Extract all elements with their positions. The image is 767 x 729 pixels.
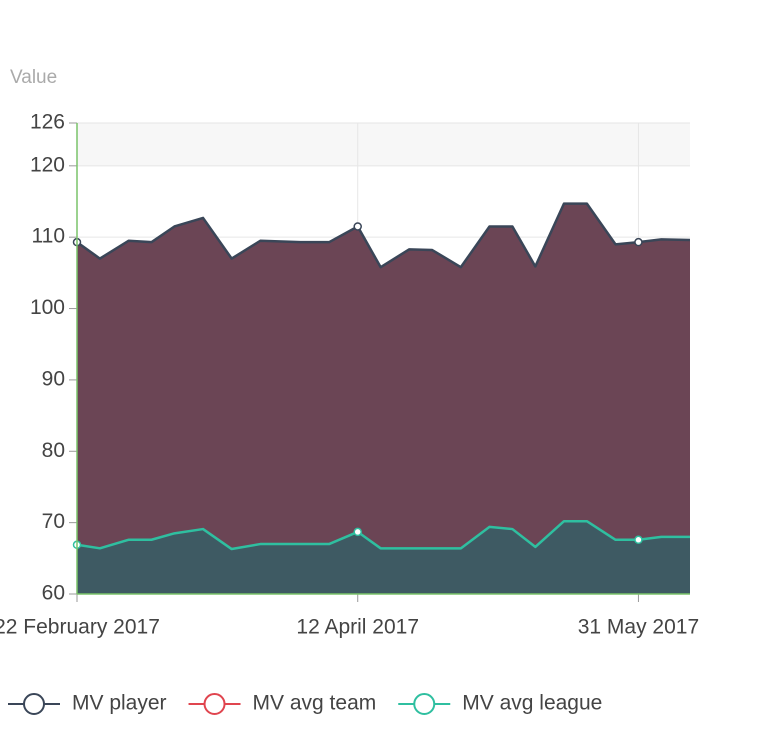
legend-item[interactable]: MV player <box>8 692 167 715</box>
y-tick-label: 70 <box>42 510 65 533</box>
y-tick-label: 90 <box>42 367 65 390</box>
legend-marker <box>203 693 226 715</box>
y-tick-label: 100 <box>30 296 65 319</box>
area <box>77 203 690 594</box>
legend-marker <box>23 693 45 715</box>
legend-label: MV avg league <box>462 692 602 715</box>
y-tick-label: 126 <box>30 111 65 134</box>
legend-item[interactable]: MV avg league <box>398 692 602 715</box>
legend-label: MV avg team <box>253 692 377 715</box>
y-tick-label: 110 <box>32 225 65 248</box>
x-tick-label: 31 May 2017 <box>578 616 699 639</box>
line <box>76 519 690 551</box>
legend-label: MV player <box>72 692 167 715</box>
y-tick-label: 120 <box>30 153 65 176</box>
legend-item[interactable]: MV avg team <box>188 692 377 715</box>
point <box>634 237 643 247</box>
y-tick-label: 80 <box>42 439 65 462</box>
y-tick-label: 60 <box>42 582 65 605</box>
point <box>634 535 643 545</box>
point <box>353 222 362 231</box>
x-tick-label: 12 April 2017 <box>296 616 419 639</box>
line <box>76 202 691 269</box>
area <box>77 521 690 594</box>
legend-marker <box>413 693 436 715</box>
point <box>353 527 362 537</box>
plot-band <box>77 123 690 166</box>
y-axis-title: Value <box>10 67 57 88</box>
x-tick-label: 22 February 2017 <box>0 616 160 639</box>
